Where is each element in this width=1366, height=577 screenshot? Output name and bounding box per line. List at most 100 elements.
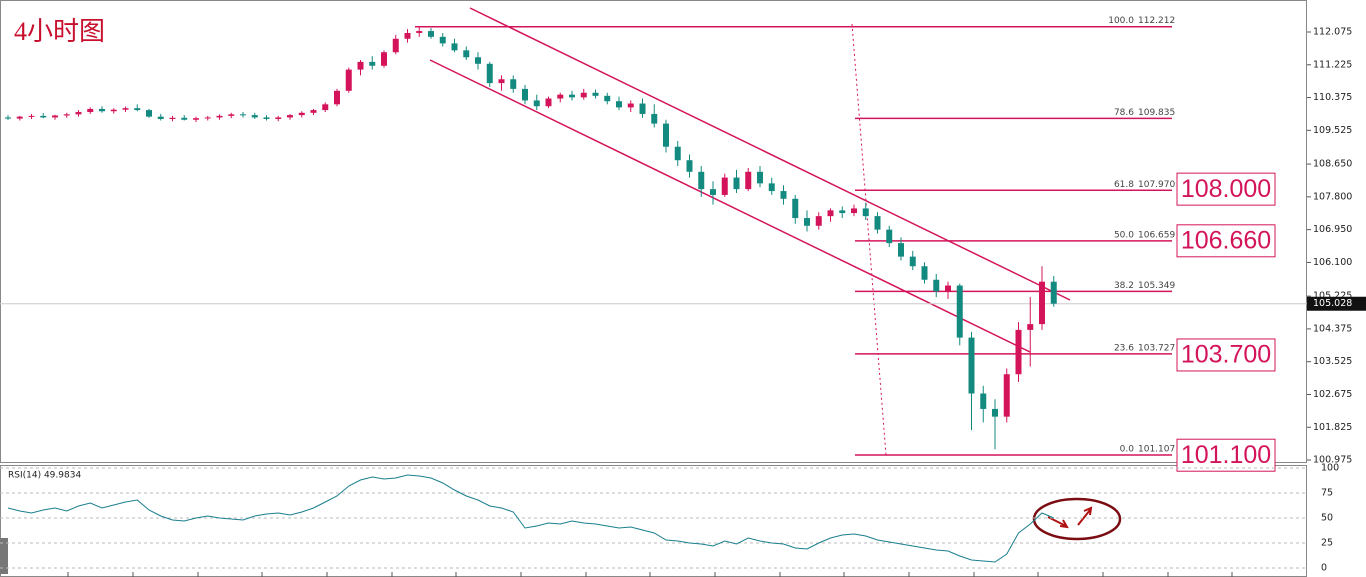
candle-body	[134, 108, 141, 111]
candle-body	[1050, 281, 1057, 304]
candle-body	[639, 103, 646, 114]
y-tick-label: 103.525	[1313, 356, 1352, 367]
rsi-highlight	[1032, 497, 1122, 541]
candle-body	[87, 108, 94, 113]
candle-body	[839, 210, 846, 214]
candle-body	[439, 36, 446, 44]
candle-body	[122, 108, 129, 110]
candle-body	[157, 116, 164, 119]
y-tick-label: 25	[1321, 538, 1333, 549]
candle-body	[721, 177, 728, 195]
candle-body	[768, 183, 775, 192]
target-label: 103.700	[1181, 341, 1271, 369]
candle-body	[510, 79, 517, 89]
scroll-handle[interactable]	[0, 538, 8, 574]
chart-title: 4小时图	[14, 17, 105, 46]
candle-body	[275, 117, 282, 119]
candle-body	[251, 115, 258, 118]
target-box	[1176, 172, 1276, 206]
y-tick-label: 106.950	[1313, 224, 1352, 235]
candle-body	[710, 189, 716, 195]
candle-body	[193, 118, 199, 120]
candle-body	[569, 94, 575, 98]
y-tick-label: 75	[1321, 488, 1333, 499]
fib-price: 103.727	[1138, 343, 1175, 353]
y-tick-label: 109.525	[1313, 125, 1352, 136]
fib-level: 61.8	[1114, 180, 1134, 190]
target-box	[1176, 338, 1276, 372]
candle-body	[345, 69, 352, 91]
y-tick-label: 107.800	[1313, 191, 1352, 202]
y-tick-label: 112.075	[1313, 27, 1352, 38]
candle-body	[392, 38, 399, 53]
candle-body	[557, 94, 564, 99]
candle-body	[921, 266, 928, 280]
candle-body	[63, 114, 70, 116]
candle-body	[428, 31, 434, 37]
candle-body	[815, 216, 822, 226]
candle-body	[16, 116, 23, 119]
rsi-title: RSI(14) 49.9834	[8, 471, 81, 481]
y-tick-label: 100.975	[1313, 455, 1352, 466]
fib-level: 38.2	[1114, 281, 1134, 291]
y-tick-label: 104.375	[1313, 323, 1352, 334]
y-tick-label: 106.100	[1313, 257, 1352, 268]
candle-body	[381, 52, 387, 66]
candle-body	[733, 177, 740, 190]
candle-body	[463, 50, 470, 58]
y-tick-label: 0	[1321, 563, 1327, 574]
candle-body	[228, 114, 235, 116]
candle-body	[40, 115, 47, 118]
y-tick-label: 105.225	[1313, 291, 1352, 302]
candle-body	[498, 79, 505, 84]
candle-body	[369, 61, 376, 66]
candle-body	[698, 171, 705, 190]
candle-body	[404, 32, 411, 39]
candle-body	[181, 117, 188, 120]
candle-body	[287, 115, 293, 118]
candle-body	[780, 191, 787, 199]
candle-body	[616, 101, 622, 108]
current-price-label: 105.028	[1313, 298, 1352, 309]
candle-body	[5, 117, 11, 119]
candle-body	[933, 279, 940, 292]
channel-upper	[469, 7, 1071, 301]
target-box	[1176, 438, 1276, 472]
fib-level: 100.0	[1108, 16, 1134, 26]
fib-level: 0.0	[1120, 444, 1135, 454]
candle-body	[28, 115, 35, 117]
x-axis-ticks	[67, 572, 1233, 577]
candle-body	[663, 123, 669, 147]
candle-body	[968, 337, 975, 394]
candle-body	[357, 61, 364, 70]
rsi-panel	[0, 465, 1307, 577]
rsi-arrows	[1047, 506, 1093, 529]
fib-price: 105.349	[1138, 281, 1175, 291]
candle-body	[545, 98, 552, 107]
y-tick-label: 100	[1321, 463, 1339, 474]
candle-body	[298, 112, 305, 116]
candle-body	[745, 171, 752, 190]
fib-level: 50.0	[1114, 230, 1134, 240]
candle-body	[310, 110, 317, 113]
y-tick-label: 108.650	[1313, 159, 1352, 170]
candle-body	[204, 117, 211, 119]
candle-body	[874, 216, 881, 230]
candle-body	[52, 115, 58, 118]
candle-body	[580, 92, 587, 98]
candle-body	[1027, 324, 1034, 330]
candle-body	[945, 285, 951, 292]
candle-body	[475, 57, 481, 64]
fib-price: 101.107	[1138, 444, 1175, 454]
candle-body	[627, 103, 634, 108]
candle-body	[146, 110, 152, 117]
y-tick-label: 50	[1321, 513, 1333, 524]
candle-body	[956, 285, 963, 338]
candle-body	[1015, 329, 1022, 375]
rsi-line	[7, 474, 1054, 563]
candle-body	[522, 88, 528, 101]
candle-body	[1003, 374, 1010, 417]
candle-body	[792, 198, 799, 219]
candle-body	[757, 171, 763, 184]
